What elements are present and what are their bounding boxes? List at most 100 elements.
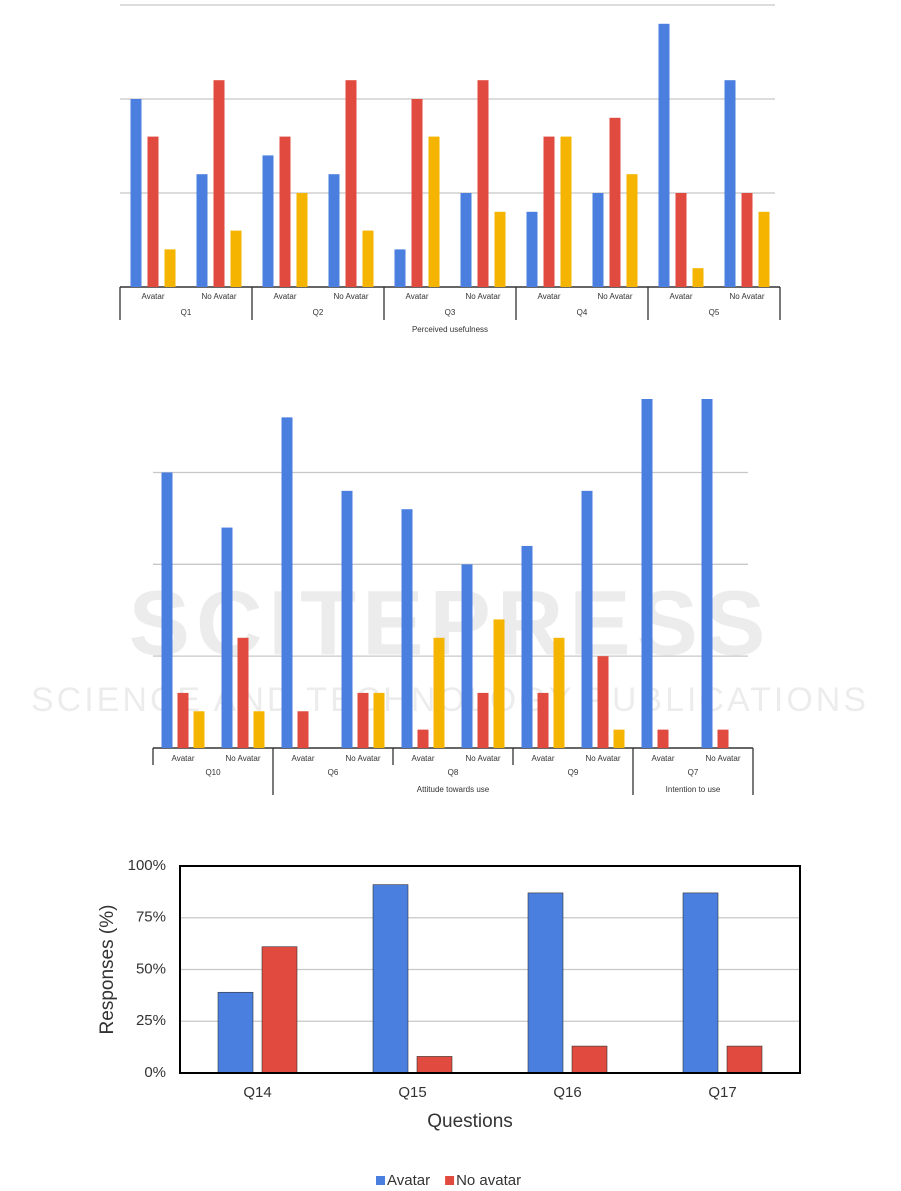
bar <box>758 211 770 287</box>
y-axis-title: Responses (%) <box>97 905 118 1035</box>
bar <box>682 892 719 1074</box>
group-label: Q4 <box>577 308 588 317</box>
bar <box>553 637 565 748</box>
bar <box>237 637 249 748</box>
x-tick-label: Avatar <box>412 754 435 763</box>
x-tick-label: Avatar <box>652 754 675 763</box>
group-label: Q1 <box>181 308 192 317</box>
bar <box>724 80 736 287</box>
x-tick-label: Avatar <box>538 292 561 301</box>
bar <box>613 729 625 748</box>
bar <box>493 619 505 748</box>
bar <box>692 268 704 287</box>
y-tick-label: 75% <box>136 909 166 926</box>
bar <box>717 729 729 748</box>
bar <box>461 564 473 748</box>
legend-swatch <box>376 1176 385 1185</box>
bar <box>130 99 142 287</box>
bar <box>193 711 205 748</box>
x-tick-label: No Avatar <box>586 754 621 763</box>
bar <box>597 656 609 748</box>
legend-label: Avatar <box>387 1172 430 1189</box>
legend-label: No avatar <box>456 1172 521 1189</box>
x-tick-label: No Avatar <box>466 754 501 763</box>
bar <box>417 729 429 748</box>
group-label: Q2 <box>313 308 324 317</box>
x-tick-label: No Avatar <box>730 292 765 301</box>
x-tick-label: No Avatar <box>202 292 237 301</box>
bar <box>261 946 298 1074</box>
x-tick-label: Q16 <box>553 1084 581 1101</box>
bar <box>341 490 353 748</box>
bar <box>253 711 265 748</box>
bar <box>626 174 638 287</box>
x-tick-label: No Avatar <box>466 292 501 301</box>
bar <box>526 211 538 287</box>
plot-frame <box>179 865 801 1074</box>
bar <box>297 711 309 748</box>
bar <box>357 692 369 748</box>
x-tick-label: No Avatar <box>598 292 633 301</box>
bar <box>571 1045 608 1074</box>
x-tick-label: Q17 <box>708 1084 736 1101</box>
bar <box>494 211 506 287</box>
bar <box>416 1056 453 1074</box>
bar <box>362 230 374 287</box>
bar <box>373 692 385 748</box>
supergroup-label: Perceived usefulness <box>412 325 488 334</box>
bar <box>592 193 604 287</box>
bar <box>460 193 472 287</box>
group-label: Q9 <box>568 768 579 777</box>
x-tick-label: No Avatar <box>226 754 261 763</box>
group-label: Q8 <box>448 768 459 777</box>
bar <box>401 509 413 748</box>
bar <box>328 174 340 287</box>
watermark-subtitle: SCIENCE AND TECHNOLOGY PUBLICATIONS <box>31 681 869 719</box>
x-tick-label: Avatar <box>532 754 555 763</box>
bar <box>428 136 440 287</box>
bar <box>537 692 549 748</box>
bar <box>217 991 254 1074</box>
x-tick-label: Q15 <box>398 1084 426 1101</box>
x-tick-label: Avatar <box>670 292 693 301</box>
bar <box>477 80 489 287</box>
x-tick-label: No Avatar <box>334 292 369 301</box>
x-tick-label: Avatar <box>274 292 297 301</box>
bar <box>641 399 653 748</box>
watermark-title: SCITEPRESS <box>129 572 772 674</box>
x-tick-label: Avatar <box>172 754 195 763</box>
bar <box>609 117 621 287</box>
group-label: Q3 <box>445 308 456 317</box>
bar <box>221 527 233 748</box>
bar <box>372 884 409 1074</box>
bar <box>521 545 533 748</box>
bar <box>658 23 670 288</box>
x-tick-label: No Avatar <box>706 754 741 763</box>
bar <box>394 249 406 287</box>
x-tick-label: Avatar <box>406 292 429 301</box>
bar <box>741 193 753 287</box>
bar <box>560 136 572 287</box>
y-tick-label: 100% <box>128 857 166 874</box>
bar <box>477 692 489 748</box>
group-label: Q6 <box>328 768 339 777</box>
bar <box>196 174 208 287</box>
bar <box>230 230 242 287</box>
x-tick-label: Avatar <box>142 292 165 301</box>
bar <box>177 692 189 748</box>
x-tick-label: Avatar <box>292 754 315 763</box>
bar <box>675 193 687 287</box>
bar <box>213 80 225 287</box>
bar <box>296 193 308 287</box>
bar <box>581 490 593 748</box>
group-label: Q10 <box>205 768 221 777</box>
bar <box>262 155 274 287</box>
legend-swatch <box>445 1176 455 1185</box>
supergroup-label: Intention to use <box>666 785 721 794</box>
y-tick-label: 50% <box>136 960 166 977</box>
bar <box>147 136 159 287</box>
bar <box>279 136 291 287</box>
bar <box>543 136 555 287</box>
bar <box>657 729 669 748</box>
